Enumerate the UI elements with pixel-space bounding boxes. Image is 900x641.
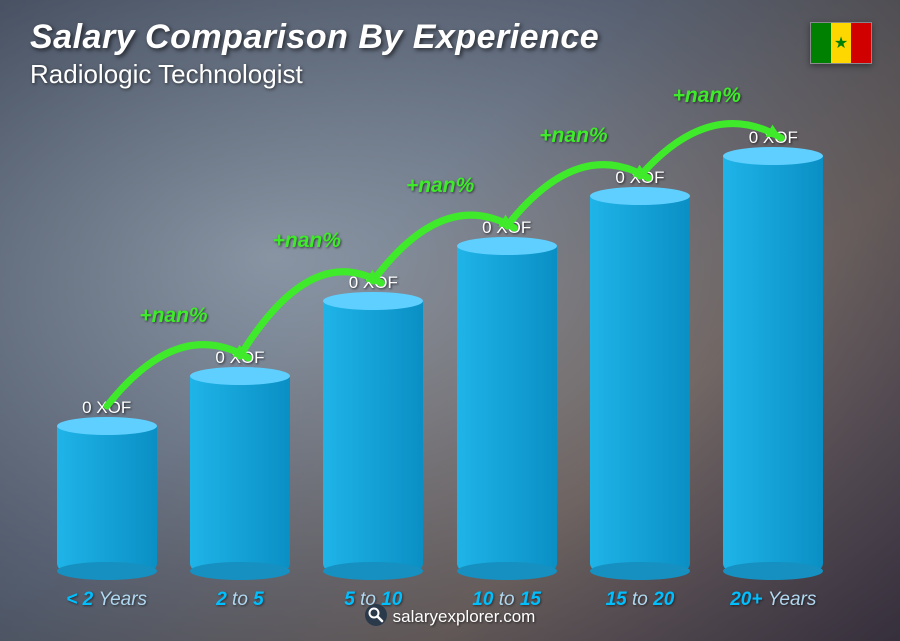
growth-percent-label: +nan% bbox=[406, 174, 474, 198]
bar-body bbox=[57, 426, 157, 571]
footer: salaryexplorer.com bbox=[0, 604, 900, 631]
footer-logo-icon bbox=[365, 604, 387, 631]
flag-stripe-green bbox=[811, 23, 831, 63]
growth-percent-label: +nan% bbox=[273, 229, 341, 253]
bar-bottom-cap bbox=[723, 562, 823, 580]
footer-text: salaryexplorer.com bbox=[393, 607, 536, 626]
bar bbox=[723, 156, 823, 571]
growth-percent-label: +nan% bbox=[139, 304, 207, 328]
flag-stripe-red bbox=[851, 23, 871, 63]
header: Salary Comparison By Experience Radiolog… bbox=[30, 18, 870, 90]
bar-bottom-cap bbox=[457, 562, 557, 580]
bar-body bbox=[723, 156, 823, 571]
bar-bottom-cap bbox=[57, 562, 157, 580]
growth-percent-label: +nan% bbox=[673, 84, 741, 108]
bar-bottom-cap bbox=[190, 562, 290, 580]
chart-title: Salary Comparison By Experience bbox=[30, 18, 870, 57]
bar-bottom-cap bbox=[323, 562, 423, 580]
flag-star-icon: ★ bbox=[834, 33, 848, 53]
country-flag-senegal: ★ bbox=[810, 22, 872, 64]
flag-stripe-yellow: ★ bbox=[831, 23, 851, 63]
bar-bottom-cap bbox=[590, 562, 690, 580]
growth-percent-label: +nan% bbox=[539, 124, 607, 148]
bar bbox=[57, 426, 157, 571]
